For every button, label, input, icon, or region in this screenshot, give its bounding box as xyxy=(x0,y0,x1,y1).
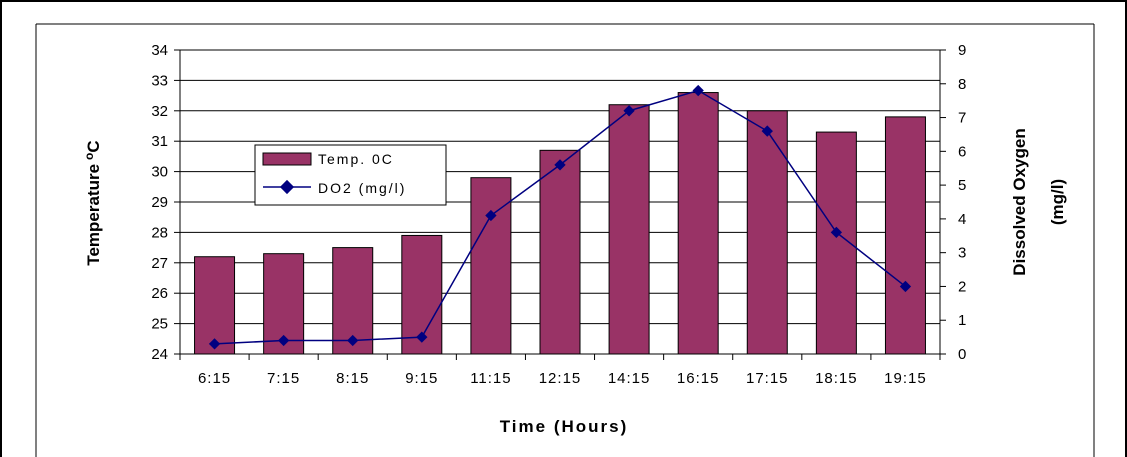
x-axis-title: Time (Hours) xyxy=(500,417,629,436)
do2-marker xyxy=(899,280,912,293)
do2-marker xyxy=(554,159,566,171)
do2-marker xyxy=(347,334,359,347)
legend-swatch-temp xyxy=(262,152,312,166)
legend: Temp. 0C DO2 (mg/l) xyxy=(254,144,447,206)
temperature-bar xyxy=(539,149,581,355)
do2-marker xyxy=(208,338,221,350)
temperature-bar xyxy=(746,110,788,355)
right-axis-tick-label: 0 xyxy=(958,346,966,363)
legend-label-do2: DO2 (mg/l) xyxy=(318,180,406,196)
left-axis-title: Temperature oC xyxy=(82,140,103,265)
left-axis-title-text: Temperature xyxy=(84,164,103,266)
right-axis-tick-label: 9 xyxy=(958,42,966,59)
right-axis-title-line1: Dissolved Oxygen xyxy=(1010,128,1029,275)
x-axis-tick-label: 12:15 xyxy=(539,370,582,387)
temperature-bar xyxy=(608,104,650,355)
right-axis-tick-label: 8 xyxy=(958,76,966,93)
x-axis-tick-label: 16:15 xyxy=(677,370,720,387)
x-axis-tick-label: 7:15 xyxy=(267,370,300,387)
left-axis-title-degree: o xyxy=(82,153,96,160)
left-axis-title-unit: C xyxy=(84,140,103,152)
x-axis-tick-label: 18:15 xyxy=(815,370,858,387)
left-axis-tick-label: 29 xyxy=(151,194,168,211)
temperature-bar xyxy=(884,116,926,355)
x-axis-tick-label: 8:15 xyxy=(336,370,369,387)
right-axis-tick-label: 7 xyxy=(958,110,966,127)
temperature-bar xyxy=(677,92,719,355)
x-axis-tick-labels: 6:15 7:15 8:15 9:15 11:15 12:15 14:15 16:15 17:1… xyxy=(198,370,927,387)
left-axis-tick-label: 27 xyxy=(151,255,168,272)
temperature-bar xyxy=(470,177,512,355)
temperature-bars xyxy=(194,92,926,355)
x-axis-tick-label: 19:15 xyxy=(884,370,927,387)
do2-marker xyxy=(830,226,843,239)
left-axis-tick-label: 30 xyxy=(151,164,168,181)
legend-label-temp: Temp. 0C xyxy=(318,151,394,167)
right-axis-tick-label: 3 xyxy=(958,245,966,262)
left-axis-tick-label: 24 xyxy=(151,346,168,363)
left-axis-tick-label: 25 xyxy=(151,316,168,333)
x-axis-tick-label: 14:15 xyxy=(608,370,651,387)
left-axis-tick-label: 33 xyxy=(151,72,168,89)
left-axis-tick-label: 31 xyxy=(151,133,168,150)
left-axis-tick-label: 28 xyxy=(151,224,168,241)
right-axis-tick-labels: 0 1 2 3 4 5 6 7 8 9 xyxy=(958,42,966,363)
right-axis-tick-label: 4 xyxy=(958,211,966,228)
right-axis-title-line2: (mg/l) xyxy=(1048,179,1067,225)
right-axis-tick-label: 2 xyxy=(958,278,966,295)
x-axis-tick-label: 9:15 xyxy=(405,370,438,387)
do2-marker xyxy=(416,331,428,343)
left-axis-tick-labels: 24 25 26 27 28 29 30 31 32 33 34 xyxy=(151,42,168,363)
do2-marker xyxy=(485,209,497,222)
axes xyxy=(174,49,946,360)
left-axis-tick-label: 32 xyxy=(151,103,168,120)
left-axis-tick-label: 34 xyxy=(151,42,168,59)
right-axis-tick-label: 1 xyxy=(958,312,966,329)
x-axis-tick-label: 6:15 xyxy=(198,370,231,387)
do2-line-series xyxy=(208,84,912,350)
do2-marker xyxy=(277,334,290,347)
right-axis-tick-label: 6 xyxy=(958,143,966,160)
right-axis-tick-label: 5 xyxy=(958,177,966,194)
legend-swatch-do2-marker xyxy=(279,179,295,195)
x-axis-tick-label: 17:15 xyxy=(746,370,789,387)
x-axis-tick-label: 11:15 xyxy=(470,370,511,387)
left-axis-tick-label: 26 xyxy=(151,285,168,302)
